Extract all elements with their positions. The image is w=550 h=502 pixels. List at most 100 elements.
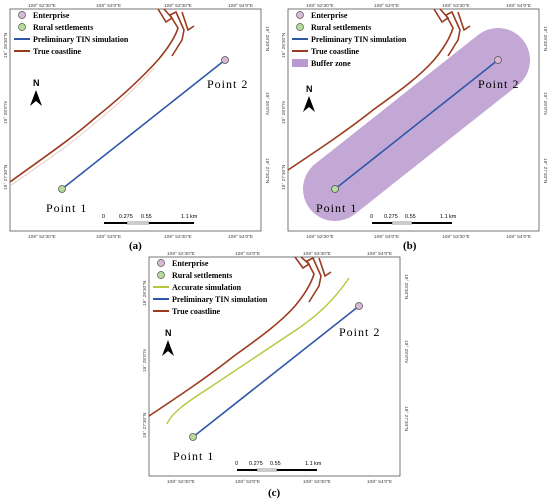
scale-bar: 0 0.275 0.55 1.1 km — [102, 214, 198, 225]
point-1-rural-marker — [189, 433, 197, 441]
svg-text:19° 28′0″N: 19° 28′0″N — [142, 349, 148, 372]
svg-text:108° 54′0″E: 108° 54′0″E — [228, 234, 253, 240]
map-panel-c: Point 1 Point 2 Enterprise Rural settlem… — [139, 250, 411, 485]
svg-text:0: 0 — [102, 214, 105, 220]
svg-text:0.55: 0.55 — [270, 461, 281, 467]
svg-text:108° 53′0″E: 108° 53′0″E — [374, 234, 399, 240]
graticule-bottom: 108° 52′30″E 108° 53′0″E 108° 53′30″E 10… — [306, 234, 531, 240]
svg-text:0.55: 0.55 — [141, 214, 152, 220]
svg-text:19° 28′0″N: 19° 28′0″N — [3, 101, 9, 124]
point-1-rural-marker — [58, 185, 66, 193]
svg-text:0.275: 0.275 — [384, 214, 398, 220]
svg-text:108° 53′0″E: 108° 53′0″E — [235, 479, 260, 485]
svg-text:0: 0 — [370, 214, 373, 220]
svg-text:19° 27′30″N: 19° 27′30″N — [3, 164, 9, 190]
north-arrow-icon — [30, 90, 42, 106]
svg-text:108° 54′0″E: 108° 54′0″E — [506, 3, 531, 9]
preliminary-tin-line — [192, 305, 360, 438]
legend-rural: Rural settlements — [311, 23, 371, 32]
legend: Enterprise Rural settlements Preliminary… — [292, 11, 407, 68]
svg-text:19° 27′30″N: 19° 27′30″N — [264, 158, 270, 184]
north-arrow-icon — [303, 96, 315, 112]
graticule-left: 19° 28′30″N 19° 28′0″N 19° 27′30″N — [281, 32, 287, 190]
svg-text:19° 28′30″N: 19° 28′30″N — [403, 274, 409, 300]
north-label: N — [33, 78, 40, 88]
svg-text:108° 53′0″E: 108° 53′0″E — [374, 3, 399, 9]
svg-text:km: km — [190, 214, 198, 220]
svg-text:108° 52′30″E: 108° 52′30″E — [28, 234, 56, 240]
point-2-enterprise-marker — [355, 302, 363, 310]
svg-text:19° 28′30″N: 19° 28′30″N — [281, 32, 287, 58]
rural-legend-icon — [18, 23, 26, 31]
point-2-enterprise-marker — [494, 56, 502, 64]
svg-text:108° 52′30″E: 108° 52′30″E — [167, 479, 195, 485]
north-arrow: N — [30, 78, 42, 106]
enterprise-legend-icon — [157, 259, 165, 267]
scale-bar: 0 0.275 0.55 1.1 km — [235, 461, 322, 472]
rural-legend-icon — [157, 271, 165, 279]
svg-text:km: km — [449, 214, 457, 220]
svg-text:19° 28′0″N: 19° 28′0″N — [264, 92, 270, 115]
legend-coast: True coastline — [172, 307, 221, 316]
svg-text:108° 53′0″E: 108° 53′0″E — [235, 251, 260, 257]
svg-text:19° 28′30″N: 19° 28′30″N — [264, 26, 270, 52]
north-arrow: N — [303, 84, 315, 112]
graticule-top: 108° 52′30″E 108° 53′0″E 108° 53′30″E 10… — [306, 3, 531, 9]
north-arrow: N — [162, 328, 174, 356]
legend: Enterprise Rural settlements Preliminary… — [14, 11, 129, 56]
scale-bar: 0 0.275 0.55 1.1 km — [370, 214, 457, 225]
svg-text:19° 27′30″N: 19° 27′30″N — [403, 406, 409, 432]
graticule-left: 19° 28′30″N 19° 28′0″N 19° 27′30″N — [3, 32, 9, 190]
graticule-top: 108° 52′30″E 108° 53′0″E 108° 53′30″E 10… — [28, 3, 253, 9]
north-label: N — [306, 84, 313, 94]
svg-text:19° 28′30″N: 19° 28′30″N — [542, 26, 548, 52]
point-1-label: Point 1 — [46, 201, 87, 215]
svg-text:108° 52′30″E: 108° 52′30″E — [306, 234, 334, 240]
svg-text:108° 52′30″E: 108° 52′30″E — [306, 3, 334, 9]
svg-text:19° 27′30″N: 19° 27′30″N — [542, 158, 548, 184]
map-frame — [9, 8, 262, 232]
svg-text:108° 53′0″E: 108° 53′0″E — [96, 3, 121, 9]
svg-text:0: 0 — [235, 461, 238, 467]
legend-buffer: Buffer zone — [311, 59, 351, 68]
map-panel-a: Point 1 Point 2 Enterprise Rural settlem… — [0, 0, 272, 250]
caption-a: (a) — [129, 240, 142, 252]
preliminary-tin-line — [61, 59, 226, 190]
svg-text:19° 28′0″N: 19° 28′0″N — [281, 101, 287, 124]
north-arrow-icon — [162, 340, 174, 356]
svg-text:19° 27′30″N: 19° 27′30″N — [142, 412, 148, 438]
legend-tin: Preliminary TIN simulation — [33, 35, 129, 44]
legend-coast: True coastline — [311, 47, 360, 56]
map-panel-b: Point 1 Point 2 Enterprise Rural settlem… — [278, 0, 550, 250]
buffer-legend-icon — [292, 59, 308, 67]
svg-text:108° 53′30″E: 108° 53′30″E — [442, 234, 470, 240]
legend: Enterprise Rural settlements Accurate si… — [153, 259, 268, 316]
enterprise-legend-icon — [296, 11, 304, 19]
point-2-label: Point 2 — [339, 325, 380, 339]
svg-text:108° 53′30″E: 108° 53′30″E — [442, 3, 470, 9]
svg-text:19° 28′0″N: 19° 28′0″N — [403, 340, 409, 363]
legend-tin: Preliminary TIN simulation — [172, 295, 268, 304]
graticule-top: 108° 52′30″E 108° 53′0″E 108° 53′30″E 10… — [167, 251, 392, 257]
true-coastline — [148, 256, 332, 417]
svg-text:108° 54′0″E: 108° 54′0″E — [228, 3, 253, 9]
north-label: N — [165, 328, 172, 338]
legend-enterprise: Enterprise — [311, 11, 348, 20]
svg-text:19° 28′30″N: 19° 28′30″N — [142, 280, 148, 306]
svg-text:108° 53′0″E: 108° 53′0″E — [96, 234, 121, 240]
svg-text:0.275: 0.275 — [249, 461, 263, 467]
coastline-land-shading — [9, 67, 155, 187]
svg-text:km: km — [314, 461, 322, 467]
svg-text:1.1: 1.1 — [305, 461, 313, 467]
svg-text:108° 53′30″E: 108° 53′30″E — [303, 251, 331, 257]
legend-accurate: Accurate simulation — [172, 283, 242, 292]
svg-text:1.1: 1.1 — [181, 214, 189, 220]
legend-enterprise: Enterprise — [33, 11, 70, 20]
graticule-left: 19° 28′30″N 19° 28′0″N 19° 27′30″N — [142, 280, 148, 438]
svg-text:108° 52′30″E: 108° 52′30″E — [167, 251, 195, 257]
svg-text:0.55: 0.55 — [405, 214, 416, 220]
svg-text:108° 53′30″E: 108° 53′30″E — [303, 479, 331, 485]
graticule-bottom: 108° 52′30″E 108° 53′0″E 108° 53′30″E 10… — [167, 479, 392, 485]
caption-b: (b) — [403, 240, 417, 252]
svg-text:108° 54′0″E: 108° 54′0″E — [506, 234, 531, 240]
